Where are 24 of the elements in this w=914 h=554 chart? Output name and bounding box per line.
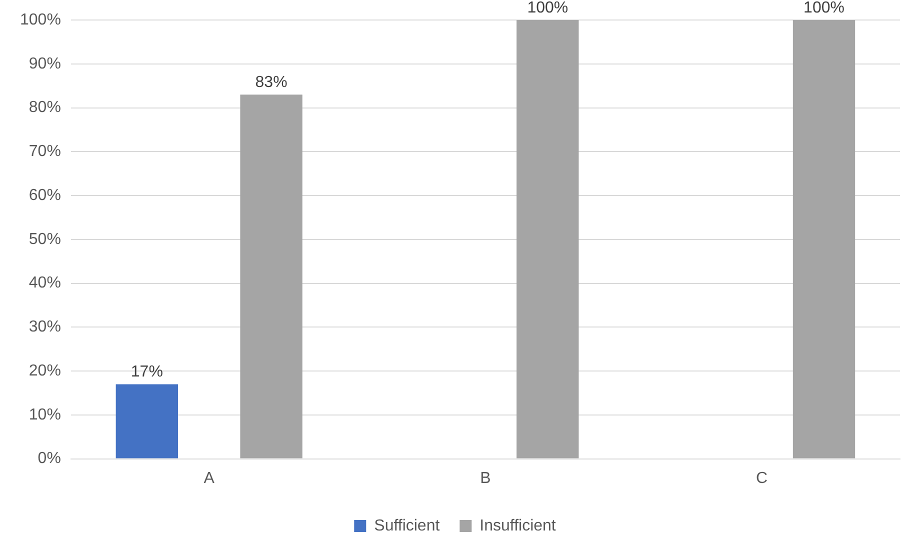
legend-label: Sufficient (374, 517, 440, 534)
y-tick-label: 20% (28, 362, 61, 380)
y-tick-label: 80% (28, 99, 61, 116)
x-tick-label: A (204, 470, 215, 487)
bar (116, 384, 178, 458)
y-tick-label: 0% (38, 450, 61, 468)
bar (240, 94, 302, 458)
data-label: 100% (804, 0, 844, 16)
legend-label: Insufficient (480, 517, 556, 534)
y-tick-label: 100% (20, 11, 61, 28)
y-tick-label: 50% (28, 230, 61, 248)
y-tick-label: 70% (28, 143, 61, 160)
x-tick-label: C (756, 470, 768, 487)
data-label: 17% (130, 364, 163, 381)
bar (516, 20, 579, 458)
y-tick-label: 40% (28, 274, 61, 292)
y-tick-label: 10% (28, 406, 61, 424)
y-tick-label: 90% (28, 55, 61, 72)
y-tick-label: 30% (28, 318, 61, 336)
bar (792, 20, 856, 458)
y-tick-label: 60% (28, 186, 61, 204)
x-tick-label: B (480, 470, 491, 487)
data-label: 83% (255, 74, 288, 91)
data-label: 100% (527, 0, 568, 16)
